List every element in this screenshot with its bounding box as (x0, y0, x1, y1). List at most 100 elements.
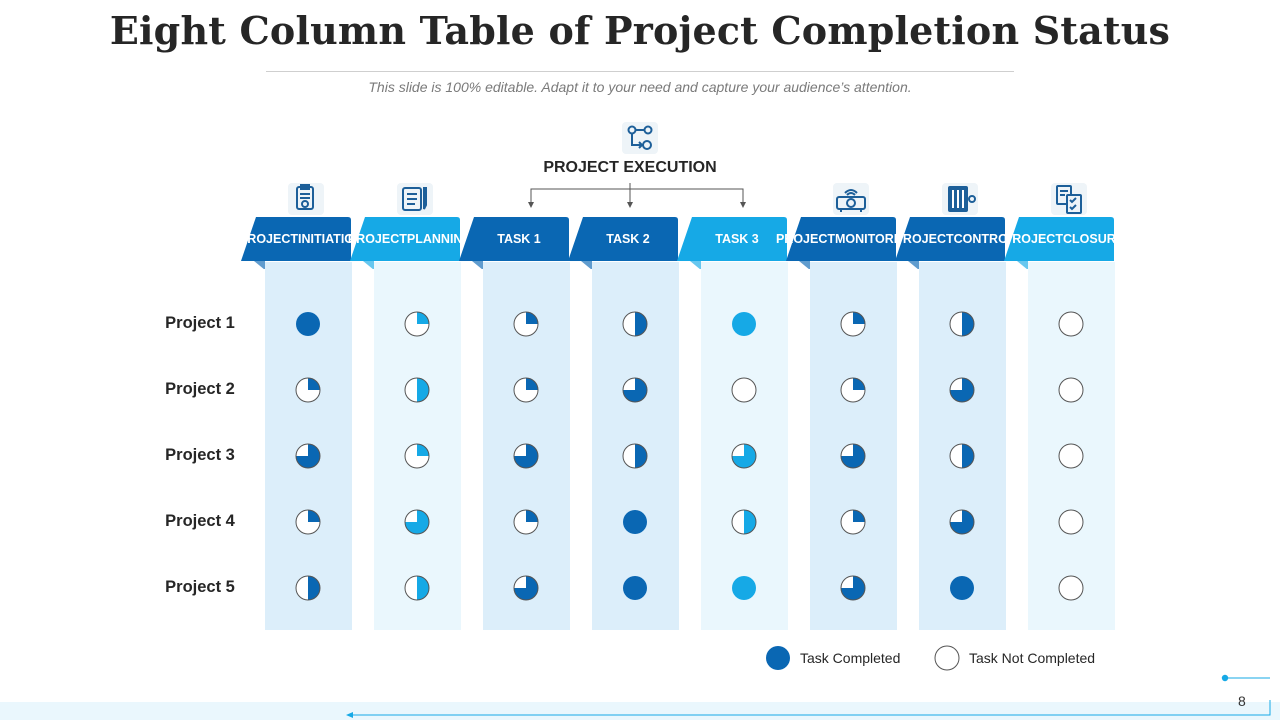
status-pie (513, 443, 539, 469)
legend-not-completed-label: Task Not Completed (969, 650, 1096, 666)
footer-connector (1221, 674, 1270, 682)
status-pie (622, 311, 648, 337)
status-pie (840, 575, 866, 601)
status-pie (404, 443, 430, 469)
status-pie (295, 509, 321, 535)
status-pie (296, 312, 320, 336)
status-pie (404, 377, 430, 403)
column-header-line2: PLANNING (406, 231, 473, 246)
row-label-project-4: Project 4 (165, 512, 235, 530)
status-pie (949, 311, 975, 337)
gears-flow-icon (622, 122, 658, 154)
status-pie (949, 509, 975, 535)
column-header-ribbon (786, 217, 896, 269)
status-pie (295, 443, 321, 469)
column-header-ribbon (1004, 217, 1114, 269)
status-pie (622, 377, 648, 403)
status-pie (1058, 377, 1084, 403)
execution-heading: PROJECT EXECUTION (543, 159, 717, 176)
slide-title: Eight Column Table of Project Completion… (109, 8, 1171, 53)
column-header-line2: TASK 1 (497, 231, 541, 246)
status-pie (840, 377, 866, 403)
column-header-line2: TASK 2 (606, 231, 650, 246)
status-pie (513, 509, 539, 535)
legend-completed-label: Task Completed (800, 650, 901, 666)
column-header: TASK 2 (568, 217, 678, 269)
column-header-line2: INITIATION (298, 231, 364, 246)
status-pie (1058, 575, 1084, 601)
control-panel-icon (942, 183, 978, 215)
status-pie (840, 311, 866, 337)
projector-icon (833, 183, 869, 215)
column-header-ribbon (677, 217, 787, 269)
status-pie (840, 509, 866, 535)
status-pie (732, 576, 756, 600)
row-label-project-1: Project 1 (165, 314, 235, 332)
column-header: PROJECT CONTROL (895, 217, 1016, 269)
column-header-ribbon (241, 217, 351, 269)
execution-bracket (528, 183, 746, 208)
column-header: PROJECT INITIATION (239, 217, 363, 269)
row-label-project-3: Project 3 (165, 446, 235, 464)
column-header: TASK 1 (459, 217, 569, 269)
status-pie (840, 443, 866, 469)
column-header-ribbon (350, 217, 460, 269)
status-pie (513, 377, 539, 403)
status-pie (404, 311, 430, 337)
status-pie (731, 443, 757, 469)
column-header-line1: PROJECT (775, 231, 836, 246)
row-label-project-2: Project 2 (165, 380, 235, 398)
status-pie (949, 443, 975, 469)
column-header-line1: PROJECT (1003, 231, 1063, 246)
column-header-line1: PROJECT (238, 231, 298, 246)
column-header-label: TASK 2 (582, 217, 674, 261)
column-header-ribbon (895, 217, 1005, 269)
status-pie (513, 311, 539, 337)
legend-not-completed-swatch (934, 645, 960, 671)
title-divider (266, 71, 1014, 72)
column-header-line2: MONITORING (835, 231, 917, 246)
status-pie (623, 576, 647, 600)
status-pie (731, 377, 757, 403)
status-pie (949, 377, 975, 403)
column-header-label: PROJECT MONITORING (776, 217, 916, 261)
slide-subtitle: This slide is 100% editable. Adapt it to… (368, 79, 912, 95)
column-header: PROJECT PLANNING (348, 217, 472, 269)
column-header-line2: TASK 3 (715, 231, 759, 246)
column-header-label: PROJECT CLOSURE (1004, 217, 1124, 261)
column-header-label: PROJECT CONTROL (895, 217, 1016, 261)
status-pie (731, 509, 757, 535)
column-header-line1: PROJECT (347, 231, 407, 246)
status-pie (295, 575, 321, 601)
status-pie (404, 575, 430, 601)
status-pie (295, 377, 321, 403)
status-pie (1058, 443, 1084, 469)
column-header-ribbon (568, 217, 678, 269)
footer-decoration (0, 700, 1280, 720)
checklist-pencil-icon (397, 183, 433, 215)
status-pie (1058, 509, 1084, 535)
column-header-label: TASK 1 (473, 217, 565, 261)
column-header-line1: PROJECT (894, 231, 954, 246)
column-header-ribbon (459, 217, 569, 269)
status-pie (1058, 311, 1084, 337)
column-header-label: PROJECT PLANNING (348, 217, 472, 261)
column-header-label: TASK 3 (691, 217, 783, 261)
column-header: TASK 3 (677, 217, 787, 269)
status-pie (513, 575, 539, 601)
column-header-line2: CONTROL (953, 231, 1016, 246)
column-header: PROJECT MONITORING (776, 217, 916, 269)
row-label-project-5: Project 5 (165, 578, 235, 596)
legend-completed-swatch (766, 646, 790, 670)
status-pie (404, 509, 430, 535)
status-pie (622, 443, 648, 469)
column-header: PROJECT CLOSURE (1004, 217, 1124, 269)
column-header-line2: CLOSURE (1062, 231, 1125, 246)
status-pie (623, 510, 647, 534)
status-pie (950, 576, 974, 600)
page-number: 8 (1238, 693, 1246, 709)
clipboard-certificate-icon (288, 183, 324, 215)
checklist-document-icon (1051, 183, 1087, 215)
column-header-label: PROJECT INITIATION (239, 217, 363, 261)
status-pie (732, 312, 756, 336)
